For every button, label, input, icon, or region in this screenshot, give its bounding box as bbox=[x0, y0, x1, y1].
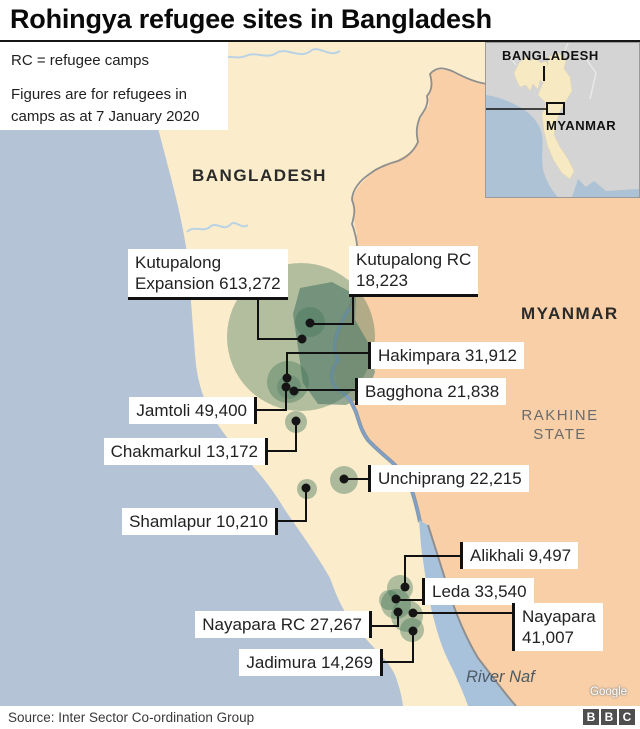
callout-line bbox=[286, 352, 368, 374]
callout-line bbox=[257, 298, 300, 340]
river-line-small bbox=[186, 222, 249, 233]
label-shamlapur: Shamlapur 10,210 bbox=[122, 508, 278, 535]
rakhine-state-label: RAKHINE STATE bbox=[521, 407, 599, 443]
label-bagghona: Bagghona 21,838 bbox=[355, 378, 507, 405]
camp-dot bbox=[408, 626, 418, 636]
callout-line bbox=[383, 633, 414, 663]
river-naf-label: River Naf bbox=[466, 668, 535, 686]
callout-lines bbox=[257, 296, 512, 663]
callout-line bbox=[278, 492, 307, 522]
label-leda: Leda 33,540 bbox=[422, 578, 534, 605]
label-nayapara-rc: Nayapara RC 27,267 bbox=[195, 611, 372, 638]
label-jadimura: Jadimura 14,269 bbox=[239, 649, 383, 676]
bbc-logo-letter: C bbox=[619, 709, 635, 725]
google-watermark: Google bbox=[590, 686, 628, 698]
label-chakmarkul: Chakmarkul 13,172 bbox=[103, 438, 268, 465]
camp-dot bbox=[305, 318, 315, 328]
camp-dot bbox=[408, 608, 418, 618]
camp-dot bbox=[291, 416, 301, 426]
callout-line bbox=[404, 555, 460, 584]
river-naf-east-bank bbox=[427, 524, 517, 706]
label-unchiprang: Unchiprang 22,215 bbox=[368, 465, 529, 492]
river-line-north bbox=[206, 48, 341, 63]
inset-bangladesh-label: BANGLADESH bbox=[502, 48, 599, 63]
camp-dot bbox=[282, 373, 292, 383]
legend-figures-note: Figures are for refugees in camps as at … bbox=[11, 86, 200, 125]
camp-dots bbox=[281, 318, 418, 636]
inset-focus-rect bbox=[546, 102, 565, 115]
camp-dot bbox=[297, 334, 307, 344]
inset-sea bbox=[486, 95, 558, 197]
label-kutupalong-rc: Kutupalong RC 18,223 bbox=[349, 246, 479, 297]
callout-line bbox=[257, 391, 287, 411]
label-kutupalong-expansion: Kutupalong Expansion 613,272 bbox=[128, 249, 288, 300]
callout-line bbox=[268, 425, 297, 452]
label-jamtoli: Jamtoli 49,400 bbox=[129, 397, 257, 424]
myanmar-label: MYANMAR bbox=[521, 304, 619, 323]
source-credit: Source: Inter Sector Co-ordination Group bbox=[8, 710, 255, 725]
bangladesh-label: BANGLADESH bbox=[192, 166, 327, 185]
inset-myanmar-label: MYANMAR bbox=[546, 118, 617, 133]
bbc-logo-letter: B bbox=[601, 709, 617, 725]
camp-dot bbox=[393, 607, 403, 617]
camp-bubble bbox=[387, 575, 413, 601]
callout-line bbox=[314, 296, 354, 325]
label-alikhali: Alikhali 9,497 bbox=[460, 542, 579, 569]
inset-locator-map: BANGLADESH MYANMAR bbox=[485, 42, 640, 198]
callout-line bbox=[372, 615, 399, 627]
bbc-logo-letter: B bbox=[583, 709, 599, 725]
bbc-logo: B B C bbox=[583, 709, 635, 725]
camp-dot bbox=[391, 594, 401, 604]
title-divider bbox=[0, 40, 640, 42]
footer: Source: Inter Sector Co-ordination Group… bbox=[0, 706, 640, 729]
camp-dot bbox=[339, 474, 349, 484]
inset-sea-south bbox=[572, 179, 639, 197]
camp-dot bbox=[301, 483, 311, 493]
camp-dot bbox=[400, 582, 410, 592]
river-island bbox=[432, 659, 448, 673]
camp-dot bbox=[281, 382, 291, 392]
legend-box: RC = refugee camps Figures are for refug… bbox=[0, 42, 228, 130]
legend-abbreviation: RC = refugee camps bbox=[11, 52, 149, 69]
label-hakimpara: Hakimpara 31,912 bbox=[368, 342, 524, 369]
page-title: Rohingya refugee sites in Bangladesh bbox=[10, 4, 492, 34]
camp-bubble bbox=[381, 589, 411, 619]
inset-canvas bbox=[486, 42, 639, 197]
label-nayapara: Nayapara 41,007 bbox=[512, 603, 603, 651]
camp-dot bbox=[289, 386, 299, 396]
country-border bbox=[348, 67, 488, 309]
inset-myanmar-shape bbox=[537, 52, 575, 180]
